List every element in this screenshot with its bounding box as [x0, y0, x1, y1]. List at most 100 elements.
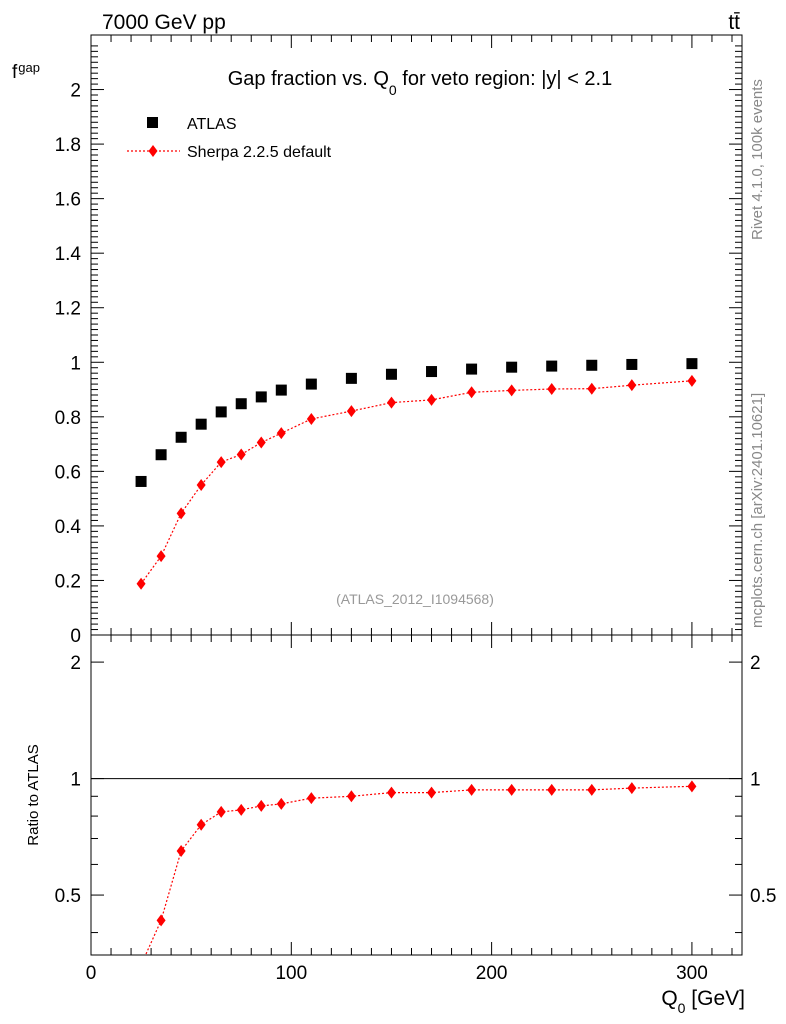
x-tick-label: 100 [275, 963, 307, 984]
ratio-line [144, 785, 692, 955]
chart-title: Gap fraction vs. Q0 for veto region: |y|… [228, 68, 612, 98]
y-tick-label-main: 0 [70, 626, 81, 647]
x-label-base: Q [661, 987, 677, 1010]
title-sub: 0 [389, 82, 397, 98]
y-tick-label-ratio-right: 0.5 [750, 886, 776, 907]
mcplots-label: mcplots.cern.ch [arXiv:2401.10621] [749, 393, 766, 628]
title-after: for veto region: |y| < 2.1 [397, 68, 613, 90]
y-tick-label-main: 1.6 [55, 190, 81, 211]
y-tick-label-main: 0.8 [55, 408, 81, 429]
ratio-point [687, 780, 697, 793]
y-tick-label-ratio: 0.5 [55, 886, 81, 907]
sherpa-point [687, 374, 697, 387]
atlas-point [175, 431, 187, 443]
sherpa-point [216, 456, 226, 469]
sherpa-point [306, 413, 316, 425]
x-tick-label: 300 [676, 963, 708, 984]
sherpa-point [346, 405, 356, 418]
ratio-point [587, 783, 597, 796]
ratio-series [144, 780, 697, 955]
sherpa-point [627, 379, 637, 392]
ratio-point [196, 818, 206, 831]
y-tick-label-main: 0.4 [55, 517, 82, 538]
energy-label: 7000 GeV pp [102, 11, 226, 34]
atlas-point [305, 378, 317, 390]
sherpa-point [467, 386, 477, 399]
sherpa-point [427, 393, 437, 406]
y-tick-label-main: 1 [70, 353, 81, 374]
y-tick-label-ratio-right: 2 [750, 653, 761, 674]
legend-sherpa-marker [148, 145, 158, 157]
atlas-point [275, 384, 287, 396]
y-label-sub: gap [18, 60, 40, 75]
atlas-point [155, 449, 167, 461]
sherpa-point [236, 448, 246, 461]
sherpa-point [136, 577, 146, 590]
rivet-label: Rivet 4.1.0, 100k events [749, 79, 766, 240]
y-tick-label-main: 1.4 [55, 244, 82, 265]
analysis-label: (ATLAS_2012_I1094568) [336, 591, 494, 607]
atlas-point [255, 391, 267, 403]
atlas-point [506, 361, 518, 373]
atlas-point [426, 366, 438, 378]
sherpa-point [276, 427, 286, 440]
sherpa-point [386, 396, 396, 409]
y-axis-label-main: fgap [12, 60, 40, 83]
ratio-point [176, 844, 186, 857]
y-tick-label-main: 2 [70, 81, 81, 102]
atlas-point [385, 368, 397, 380]
legend-atlas-label: ATLAS [187, 116, 237, 133]
ratio-point [216, 805, 226, 818]
atlas-point [235, 398, 247, 410]
ratio-point [467, 783, 477, 796]
atlas-point [345, 372, 357, 384]
ratio-plot-frame [90, 634, 743, 956]
title-before: Gap fraction vs. Q [228, 68, 389, 90]
ratio-point [236, 803, 246, 816]
legend-sherpa-label: Sherpa 2.2.5 default [187, 144, 332, 161]
ratio-point [386, 786, 396, 799]
sherpa-point [507, 384, 517, 397]
ratio-point [256, 799, 266, 812]
atlas-point [215, 406, 227, 418]
y-tick-label-main: 0.6 [55, 462, 81, 483]
sherpa-point [256, 436, 266, 449]
sherpa-point [587, 382, 597, 395]
y-tick-label-main: 0.2 [55, 571, 81, 592]
x-axis-label: Q0 [GeV] [661, 987, 745, 1016]
atlas-point [686, 358, 698, 370]
sherpa-point [156, 550, 166, 563]
x-label-unit: [GeV] [685, 987, 745, 1010]
atlas-point [626, 358, 638, 370]
process-label: tt̄ [728, 11, 740, 34]
sherpa-point [547, 383, 557, 395]
ratio-point [507, 783, 517, 796]
sherpa-point [176, 507, 186, 520]
atlas-point [546, 360, 558, 372]
ratio-point [346, 790, 356, 803]
y-label-base: f [12, 62, 18, 83]
legend: ATLAS Sherpa 2.2.5 default [127, 116, 332, 161]
y-tick-label-ratio-right: 1 [750, 770, 761, 791]
ratio-point [547, 783, 557, 796]
ratio-point [156, 914, 166, 927]
ratio-point [306, 792, 316, 805]
atlas-point [466, 363, 478, 375]
y-axis-label-ratio: Ratio to ATLAS [25, 744, 42, 845]
ratio-point [276, 797, 286, 810]
sherpa-line [140, 380, 692, 585]
x-label-sub: 0 [678, 1000, 686, 1016]
y-tick-label-main: 1.2 [55, 299, 81, 320]
sherpa-point [196, 479, 206, 491]
atlas-point [195, 418, 207, 430]
atlas-point [586, 359, 598, 371]
y-tick-label-ratio: 2 [70, 653, 81, 674]
legend-atlas-marker [147, 117, 158, 128]
atlas-point [135, 475, 147, 487]
x-tick-label: 200 [476, 963, 508, 984]
ratio-point [427, 786, 437, 799]
y-tick-label-ratio: 1 [70, 770, 81, 791]
y-tick-label-main: 1.8 [55, 135, 81, 156]
x-tick-label: 0 [86, 963, 97, 984]
